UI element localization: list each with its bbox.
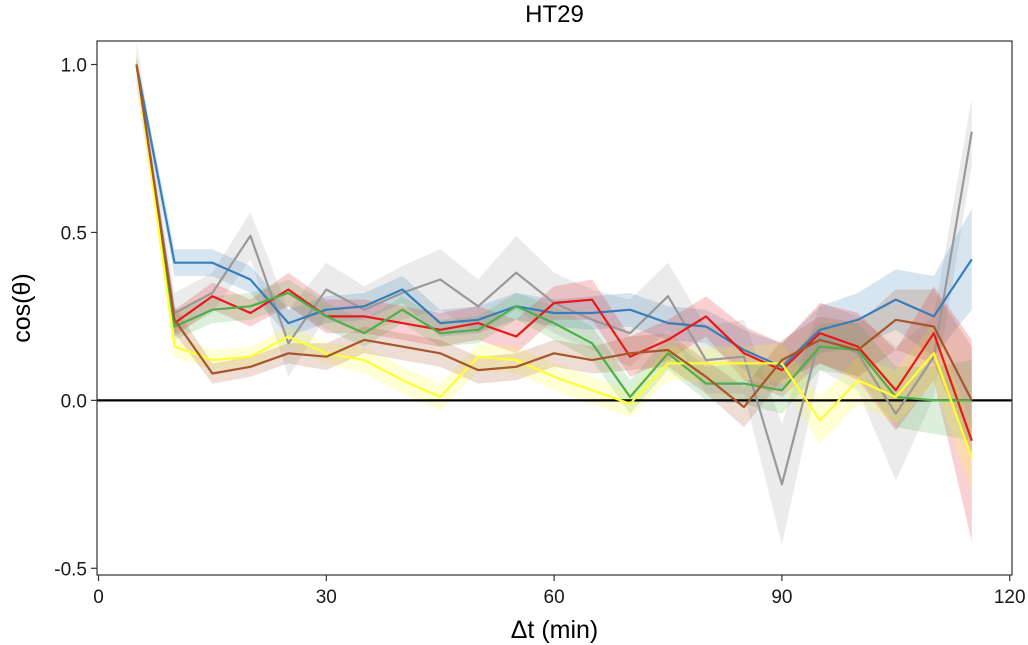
x-axis-title: Δt (min) [511, 616, 599, 644]
series-lines [135, 64, 973, 486]
x-tick-label: 60 [544, 587, 565, 608]
series-2-line [135, 64, 973, 368]
x-axis: 0 30 60 90 120 [93, 575, 1026, 608]
series-6-line [135, 64, 973, 409]
y-tick-label: 0.5 [61, 223, 87, 244]
x-tick-label: 30 [316, 587, 337, 608]
y-axis-title: cos(θ) [8, 273, 36, 342]
chart-title: HT29 [525, 1, 584, 28]
x-tick-label: 90 [771, 587, 792, 608]
x-tick-label: 0 [93, 587, 104, 608]
x-tick-label: 120 [994, 587, 1026, 608]
series-3-band [136, 57, 972, 542]
series-5-line [135, 64, 973, 458]
y-tick-label: -0.5 [54, 559, 87, 580]
series-4-line [135, 64, 972, 402]
y-axis: -0.5 0.0 0.5 1.0 [54, 56, 97, 580]
y-tick-label: 0.0 [61, 391, 87, 412]
series-6-band [136, 57, 972, 455]
y-tick-label: 1.0 [61, 56, 87, 77]
